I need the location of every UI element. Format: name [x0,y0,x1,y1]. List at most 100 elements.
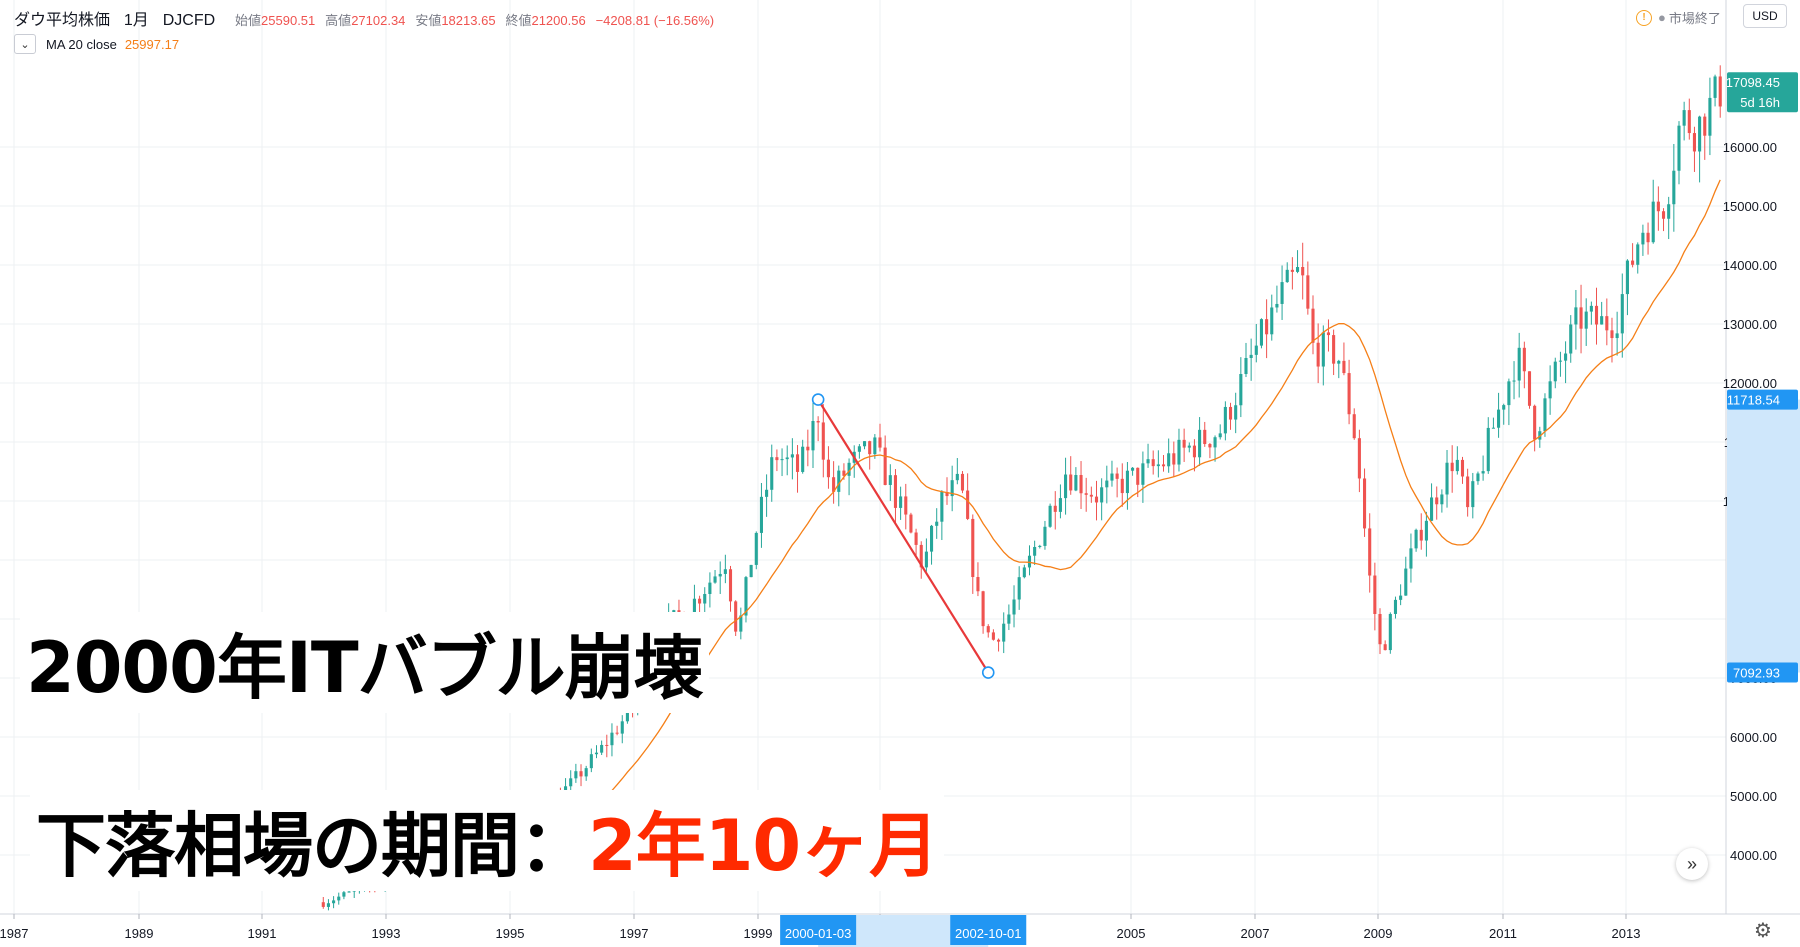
candle-body [847,462,851,476]
candle-body [1301,266,1305,276]
candle-body [718,573,722,577]
candle-body [919,544,923,568]
candle-body [1161,464,1166,467]
price-axis[interactable]: 4000.005000.006000.007000.008000.009000.… [1723,0,1800,947]
open-value: 25590.51 [261,13,316,28]
price-marker-box [1727,389,1798,410]
candle-body [873,437,877,455]
candle-body [904,496,908,515]
candle-body [1564,353,1568,361]
candle-body [1074,474,1078,491]
candle-body [337,896,341,901]
candle-body [1069,474,1073,491]
close-label: 終値 [505,13,532,28]
candle-body [1022,567,1026,578]
candle-body [759,496,763,533]
warning-icon: ! [1636,9,1652,26]
candle-body [589,754,593,769]
candle-body [857,446,861,452]
candle-body [703,593,707,604]
y-tick-label: 5000.00 [1730,789,1777,804]
x-tick-label: 2009 [1364,926,1393,941]
candle-body [1213,437,1217,448]
change-value: −4208.81 (−16.56%) [595,13,715,28]
symbol-name[interactable]: ダウ平均株価 [14,12,111,29]
candle-body [785,457,789,460]
candle-body [940,492,944,522]
candle-body [1084,493,1088,495]
candle-body [955,473,959,481]
candle-body [692,598,696,616]
candle-body [332,900,336,904]
candle-body [1543,398,1547,432]
candle-body [950,480,954,497]
trendline-drawing[interactable] [811,393,995,679]
candle-body [1594,305,1599,325]
candle-body [770,457,774,490]
market-status-text: 市場終了 [1668,11,1721,26]
candle-body [1048,505,1052,527]
headline-overlay: 2000年ITバブル崩壊 [20,612,709,713]
candle-body [1522,347,1526,372]
candle-body [347,891,351,893]
period-overlay: 下落相場の期間：2年10ヶ月 [30,790,945,891]
candle-body [1316,342,1320,367]
candle-body [1672,170,1676,205]
candle-body [1491,427,1495,429]
indicator-value: 25997.17 [124,36,180,52]
candle-body [723,569,727,574]
x-tick-label: 2013 [1612,926,1641,941]
x-tick-label: 1995 [496,926,525,941]
candle-body [1187,445,1191,448]
candle-body [1332,335,1336,364]
collapse-toggle-icon[interactable]: ⌄ [14,34,36,54]
candle-body [1280,282,1284,304]
candle-body [1342,360,1346,374]
interval[interactable]: 1月 [123,12,149,29]
market-status[interactable]: ! ● 市場終了 [1636,8,1721,27]
candle-body [615,732,619,734]
scroll-to-realtime-icon[interactable]: » [1676,848,1708,880]
candle-body [1589,305,1593,312]
candle-body [1569,324,1573,354]
candle-body [821,422,825,460]
candle-body [1651,201,1655,243]
x-tick-label: 1989 [125,926,154,941]
candle-body [1249,354,1253,358]
candle-body [1527,371,1532,406]
candle-body [930,525,934,552]
countdown-label: 5d 16h [1740,95,1780,110]
candle-body [1254,345,1258,355]
candle-body [1012,599,1016,615]
trendline-end-handle[interactable] [981,666,995,679]
candle-body [1105,480,1109,488]
indicator-label[interactable]: MA 20 close [46,36,117,52]
candle-body [1347,373,1351,415]
candle-body [1141,463,1145,485]
ticker[interactable]: DJCFD [162,12,216,29]
y-tick-label: 4000.00 [1730,848,1777,863]
price-marker-box [1727,72,1798,113]
x-tick-label: 1991 [248,926,277,941]
candle-body [945,492,949,497]
candle-body [728,569,733,602]
candle-body [893,475,898,508]
candle-body [1687,110,1691,134]
gear-icon[interactable]: ⚙ [1754,920,1772,942]
candle-body [924,551,928,568]
candle-body [1399,595,1403,600]
candle-body [754,532,758,565]
candle-body [1646,232,1650,243]
candle-body [1558,360,1562,362]
trendline-start-handle[interactable] [811,393,825,406]
candle-body [1497,409,1501,428]
time-axis[interactable]: 1987198919911993199519971999200120052007… [0,913,1800,947]
price-range-highlight [1727,399,1800,673]
currency-button[interactable]: USD [1743,4,1787,28]
candle-body [1094,496,1099,503]
candle-body [1435,497,1439,505]
candle-body [806,446,810,451]
candle-body [935,521,939,526]
